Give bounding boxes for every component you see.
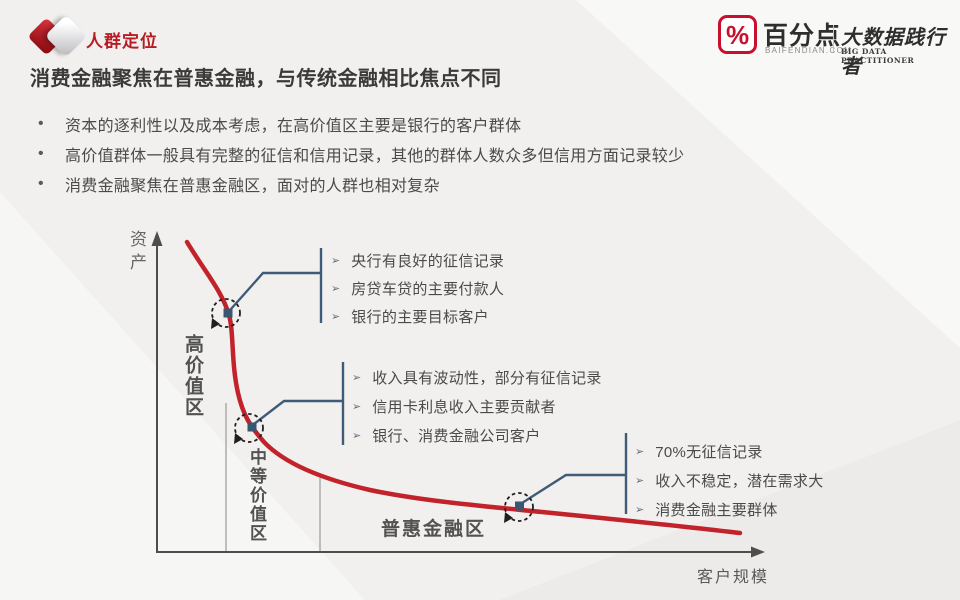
x-axis-label: 客户规模 bbox=[697, 569, 770, 586]
arrow-bullet-icon: ➢ bbox=[331, 254, 341, 267]
arrow-bullet-icon: ➢ bbox=[635, 446, 645, 458]
arrow-bullet-icon: ➢ bbox=[352, 401, 362, 413]
zone-label-inclusive-finance: 普惠金融区 bbox=[381, 519, 487, 540]
callout-text: 房贷车贷的主要付款人 bbox=[351, 280, 505, 298]
percent-logo-icon: % bbox=[718, 15, 757, 54]
x-axis-arrow-icon bbox=[751, 546, 765, 558]
point-marker bbox=[504, 492, 534, 523]
bullet-icon: • bbox=[38, 175, 44, 192]
callout-text: 收入具有波动性，部分有征信记录 bbox=[372, 370, 602, 387]
callout-item: ➢ 信用卡利息收入主要贡献者 bbox=[352, 392, 602, 421]
arrow-bullet-icon: ➢ bbox=[331, 282, 341, 295]
list-item: • 消费金融聚焦在普惠金融区，面对的人群也相对复杂 bbox=[38, 169, 684, 199]
bullet-text: 资本的逐利性以及成本考虑，在高价值区主要是银行的客户群体 bbox=[65, 118, 522, 135]
callout-text: 70%无征信记录 bbox=[655, 444, 763, 461]
arrow-bullet-icon: ➢ bbox=[352, 430, 362, 442]
callout-high-value: ➢ 央行有良好的征信记录 ➢ 房贷车贷的主要付款人 ➢ 银行的主要目标客户 bbox=[331, 246, 504, 330]
callout-text: 信用卡利息收入主要贡献者 bbox=[372, 399, 556, 416]
bullet-icon: • bbox=[38, 145, 44, 162]
brand-url: BAIFENDIAN.COM bbox=[765, 46, 853, 55]
callout-text: 央行有良好的征信记录 bbox=[351, 252, 505, 270]
point-marker bbox=[211, 298, 241, 329]
page-title: 消费金融聚焦在普惠金融，与传统金融相比焦点不同 bbox=[30, 68, 502, 90]
callout-item: ➢ 70%无征信记录 bbox=[635, 437, 824, 466]
bullet-icon: • bbox=[38, 115, 44, 132]
list-item: • 资本的逐利性以及成本考虑，在高价值区主要是银行的客户群体 bbox=[38, 109, 684, 139]
bullet-text: 消费金融聚焦在普惠金融区，面对的人群也相对复杂 bbox=[65, 178, 440, 195]
callout-item: ➢ 收入具有波动性，部分有征信记录 bbox=[352, 363, 602, 392]
y-axis-label: 资产 bbox=[127, 230, 146, 276]
point-marker bbox=[234, 413, 264, 444]
callout-item: ➢ 银行的主要目标客户 bbox=[331, 302, 504, 330]
callout-connector bbox=[253, 362, 345, 445]
y-axis-arrow-icon bbox=[151, 231, 163, 246]
arrow-bullet-icon: ➢ bbox=[352, 372, 362, 384]
section-label: 人群定位 bbox=[86, 32, 158, 51]
callout-item: ➢ 消费金融主要群体 bbox=[635, 495, 824, 524]
percent-glyph: % bbox=[725, 19, 750, 50]
callout-text: 银行的主要目标客户 bbox=[351, 308, 489, 326]
callout-item: ➢ 银行、消费金融公司客户 bbox=[352, 421, 602, 450]
callout-item: ➢ 房贷车贷的主要付款人 bbox=[331, 274, 504, 302]
brand-tagline: 大数据践行者 bbox=[841, 25, 946, 78]
arrow-bullet-icon: ➢ bbox=[635, 504, 645, 516]
brand-name: 百分点 bbox=[763, 22, 842, 50]
callout-item: ➢ 收入不稳定，潜在需求大 bbox=[635, 466, 824, 495]
callout-text: 消费金融主要群体 bbox=[655, 502, 778, 519]
bullet-text: 高价值群体一般具有完整的征信和信用记录，其他的群体人数众多但信用方面记录较少 bbox=[65, 148, 685, 165]
callout-mid-value: ➢ 收入具有波动性，部分有征信记录 ➢ 信用卡利息收入主要贡献者 ➢ 银行、消费… bbox=[352, 363, 602, 450]
callout-text: 银行、消费金融公司客户 bbox=[372, 428, 541, 445]
callout-item: ➢ 央行有良好的征信记录 bbox=[331, 246, 504, 274]
zone-label-mid-value: 中等价值区 bbox=[247, 448, 266, 543]
zone-label-high-value: 高价值区 bbox=[182, 334, 203, 418]
arrow-bullet-icon: ➢ bbox=[635, 475, 645, 487]
list-item: • 高价值群体一般具有完整的征信和信用记录，其他的群体人数众多但信用方面记录较少 bbox=[38, 139, 684, 169]
brand-tagline-en: BIG DATA PRACTITIONER bbox=[841, 47, 915, 65]
callout-inclusive-finance: ➢ 70%无征信记录 ➢ 收入不稳定，潜在需求大 ➢ 消费金融主要群体 bbox=[635, 437, 824, 524]
callout-connector bbox=[230, 248, 323, 323]
bullet-list: • 资本的逐利性以及成本考虑，在高价值区主要是银行的客户群体 • 高价值群体一般… bbox=[38, 109, 684, 199]
callout-text: 收入不稳定，潜在需求大 bbox=[655, 473, 824, 490]
arrow-bullet-icon: ➢ bbox=[331, 310, 341, 323]
logo-divider bbox=[833, 25, 834, 52]
